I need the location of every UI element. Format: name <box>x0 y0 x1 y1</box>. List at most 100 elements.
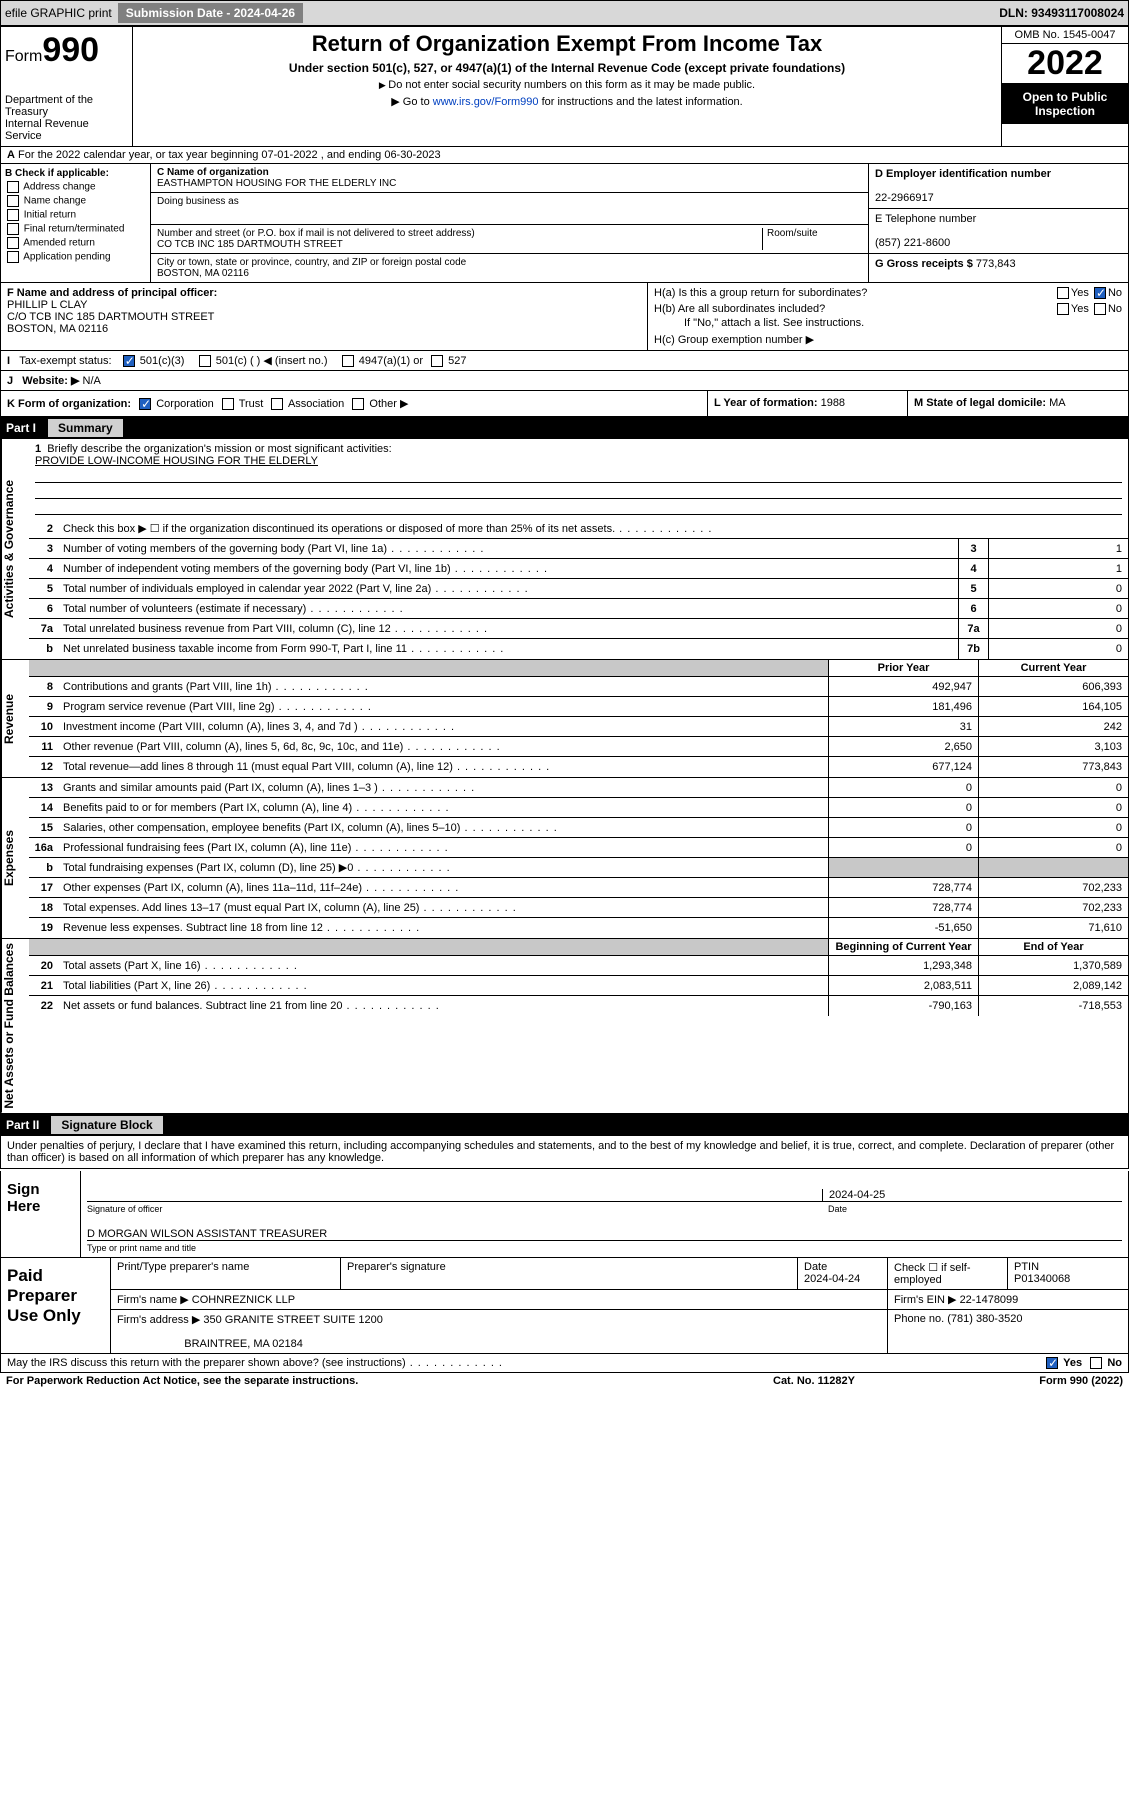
col-b-checkboxes: B Check if applicable: Address change Na… <box>1 164 151 282</box>
discuss-yes[interactable] <box>1046 1357 1058 1369</box>
part-ii-title: Signature Block <box>51 1116 162 1134</box>
line-18: 18Total expenses. Add lines 13–17 (must … <box>29 898 1128 918</box>
tax-exempt-label: Tax-exempt status: <box>19 355 111 367</box>
line-16a: 16aProfessional fundraising fees (Part I… <box>29 838 1128 858</box>
efile-topbar: efile GRAPHIC print Submission Date - 20… <box>0 0 1129 26</box>
org-name: EASTHAMPTON HOUSING FOR THE ELDERLY INC <box>157 178 396 189</box>
open-inspection: Open to Public Inspection <box>1002 84 1128 124</box>
dba-box: Doing business as <box>151 193 868 225</box>
line-15: 15Salaries, other compensation, employee… <box>29 818 1128 838</box>
line-20: 20Total assets (Part X, line 16)1,293,34… <box>29 956 1128 976</box>
gov-line-5: 5Total number of individuals employed in… <box>29 579 1128 599</box>
net-col-header: Beginning of Current Year End of Year <box>29 939 1128 956</box>
preparer-name-hdr: Print/Type preparer's name <box>111 1258 341 1289</box>
chk-amended[interactable]: Amended return <box>5 237 146 249</box>
current-year-hdr: Current Year <box>978 660 1128 676</box>
sig-date-label: Date <box>822 1204 1122 1214</box>
form-number: Form990 <box>5 31 128 70</box>
gov-line-b: bNet unrelated business taxable income f… <box>29 639 1128 659</box>
chk-final-return[interactable]: Final return/terminated <box>5 223 146 235</box>
prior-year-hdr: Prior Year <box>828 660 978 676</box>
declaration-text: Under penalties of perjury, I declare th… <box>0 1136 1129 1169</box>
org-city: BOSTON, MA 02116 <box>157 268 249 279</box>
line-14: 14Benefits paid to or for members (Part … <box>29 798 1128 818</box>
irs-link[interactable]: www.irs.gov/Form990 <box>433 96 539 108</box>
chk-501c[interactable] <box>199 355 211 367</box>
bottom-bar: For Paperwork Reduction Act Notice, see … <box>0 1373 1129 1389</box>
preparer-row-2: Firm's name ▶ COHNREZNICK LLP Firm's EIN… <box>111 1290 1128 1310</box>
line-11: 11Other revenue (Part VIII, column (A), … <box>29 737 1128 757</box>
gov-line-6: 6Total number of volunteers (estimate if… <box>29 599 1128 619</box>
officer-name: PHILLIP L CLAY <box>7 299 88 311</box>
line-8: 8Contributions and grants (Part VIII, li… <box>29 677 1128 697</box>
addr-label: Number and street (or P.O. box if mail i… <box>157 228 475 239</box>
form-org-label: K Form of organization: <box>7 398 131 410</box>
paid-preparer-body: Print/Type preparer's name Preparer's si… <box>111 1258 1128 1353</box>
form-subtitle: Under section 501(c), 527, or 4947(a)(1)… <box>139 61 995 75</box>
expenses-body: 13Grants and similar amounts paid (Part … <box>29 778 1128 938</box>
chk-527[interactable] <box>431 355 443 367</box>
section-governance: Activities & Governance 1 Briefly descri… <box>0 439 1129 660</box>
gov-line-4: 4Number of independent voting members of… <box>29 559 1128 579</box>
org-name-label: C Name of organization <box>157 167 269 178</box>
ein-box: D Employer identification number 22-2966… <box>869 164 1128 209</box>
vtab-net: Net Assets or Fund Balances <box>1 939 29 1113</box>
officer-printed-name: D MORGAN WILSON ASSISTANT TREASURER <box>87 1228 1122 1240</box>
tel-box: E Telephone number (857) 221-8600 <box>869 209 1128 254</box>
part-ii-label: Part II <box>6 1118 39 1132</box>
firm-addr2: BRAINTREE, MA 02184 <box>184 1338 303 1350</box>
preparer-sig-hdr: Preparer's signature <box>341 1258 798 1289</box>
ptin-value: P01340068 <box>1014 1273 1070 1285</box>
org-name-box: C Name of organization EASTHAMPTON HOUSI… <box>151 164 868 193</box>
state-domicile: M State of legal domicile: MA <box>908 391 1128 416</box>
preparer-row-1: Print/Type preparer's name Preparer's si… <box>111 1258 1128 1290</box>
irs-label: Internal Revenue Service <box>5 118 128 142</box>
ssn-warning: Do not enter social security numbers on … <box>139 79 995 91</box>
line-13: 13Grants and similar amounts paid (Part … <box>29 778 1128 798</box>
officer-addr1: C/O TCB INC 185 DARTMOUTH STREET <box>7 311 214 323</box>
submission-date-btn[interactable]: Submission Date - 2024-04-26 <box>118 3 303 23</box>
section-net-assets: Net Assets or Fund Balances Beginning of… <box>0 939 1129 1114</box>
group-return: H(a) Is this a group return for subordin… <box>648 283 1128 350</box>
discuss-question: May the IRS discuss this return with the… <box>7 1357 1044 1369</box>
chk-corp[interactable] <box>139 398 151 410</box>
section-expenses: Expenses 13Grants and similar amounts pa… <box>0 778 1129 939</box>
row-klm: K Form of organization: Corporation Trus… <box>0 391 1129 417</box>
discuss-row: May the IRS discuss this return with the… <box>0 1354 1129 1373</box>
row-a-tax-year: A For the 2022 calendar year, or tax yea… <box>0 147 1129 164</box>
begin-year-hdr: Beginning of Current Year <box>828 939 978 955</box>
chk-other[interactable] <box>352 398 364 410</box>
chk-name-change[interactable]: Name change <box>5 195 146 207</box>
paid-preparer-label: Paid Preparer Use Only <box>1 1258 111 1353</box>
chk-501c3[interactable] <box>123 355 135 367</box>
discuss-no[interactable] <box>1090 1357 1102 1369</box>
col-c-org-info: C Name of organization EASTHAMPTON HOUSI… <box>151 164 868 282</box>
sign-here-label: Sign Here <box>1 1171 81 1257</box>
signature-area: 2024-04-25 Signature of officer Date D M… <box>81 1171 1128 1257</box>
form-num: 990 <box>42 31 99 69</box>
gross-box: G Gross receipts $ 773,843 <box>869 254 1128 274</box>
officer-label: F Name and address of principal officer: <box>7 287 217 299</box>
hb-note: If "No," attach a list. See instructions… <box>654 317 1122 329</box>
form-prefix: Form <box>5 48 42 65</box>
line-b: bTotal fundraising expenses (Part IX, co… <box>29 858 1128 878</box>
form-header: Form990 Department of the Treasury Inter… <box>0 26 1129 147</box>
mission-text: PROVIDE LOW-INCOME HOUSING FOR THE ELDER… <box>35 455 318 467</box>
city-label: City or town, state or province, country… <box>157 257 466 268</box>
gross-value: 773,843 <box>976 258 1016 270</box>
vtab-expenses: Expenses <box>1 778 29 938</box>
chk-trust[interactable] <box>222 398 234 410</box>
row-j-website: J Website: ▶ N/A <box>0 371 1129 391</box>
form-of-org: K Form of organization: Corporation Trus… <box>1 391 708 416</box>
chk-app-pending[interactable]: Application pending <box>5 251 146 263</box>
chk-4947[interactable] <box>342 355 354 367</box>
address-box: Number and street (or P.O. box if mail i… <box>151 225 868 254</box>
chk-initial-return[interactable]: Initial return <box>5 209 146 221</box>
preparer-row-3: Firm's address ▶ 350 GRANITE STREET SUIT… <box>111 1310 1128 1353</box>
self-employed-chk[interactable]: Check ☐ if self-employed <box>888 1258 1008 1289</box>
prep-date: 2024-04-24 <box>804 1273 860 1285</box>
firm-addr1: 350 GRANITE STREET SUITE 1200 <box>203 1314 383 1326</box>
form-footer: Form 990 (2022) <box>973 1375 1123 1387</box>
chk-address-change[interactable]: Address change <box>5 181 146 193</box>
chk-assoc[interactable] <box>271 398 283 410</box>
